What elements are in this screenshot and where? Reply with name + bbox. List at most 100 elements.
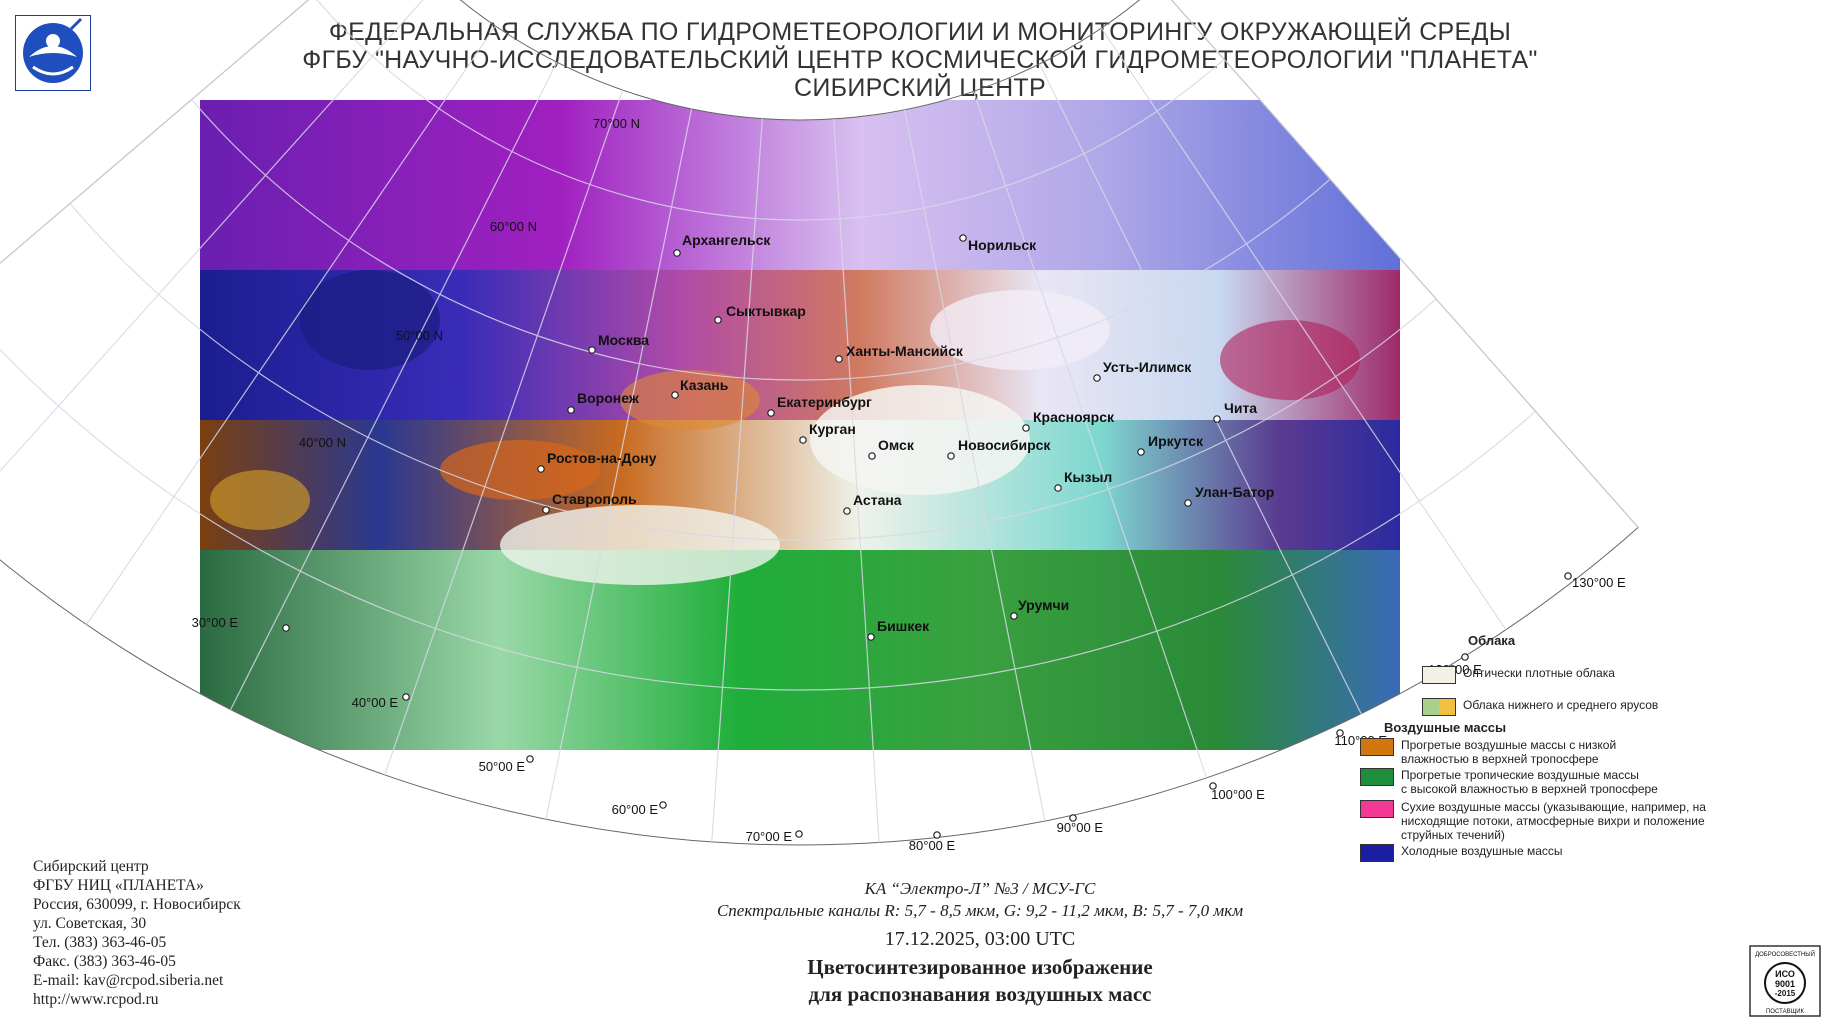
parallel-label: 50°00 N [396,328,443,343]
meridian-label: 130°00 E [1572,575,1626,590]
city-label: Казань [680,377,729,393]
city-label: Улан-Батор [1195,484,1274,500]
header-agency: ФЕДЕРАЛЬНАЯ СЛУЖБА ПО ГИДРОМЕТЕОРОЛОГИИ … [328,18,1512,46]
parallel-label: 40°00 N [299,435,346,450]
city-label: Ростов-на-Дону [547,450,657,466]
city-label: Екатеринбург [777,394,872,410]
city-label: Кызыл [1064,469,1112,485]
city-marker [959,234,967,242]
parallel-line [69,203,1437,541]
city-marker [1054,484,1062,492]
meridian-tick-marker [933,831,941,839]
legend-item-air-mass: Холодные воздушные массы [1360,844,1563,862]
caption-title-line2: для распознавания воздушных масс [808,982,1152,1006]
city-marker [1137,448,1145,456]
legend-label-air-mass: Прогретые воздушные массы с низкой влажно… [1401,738,1617,766]
city-marker [867,633,875,641]
parallel-line [191,99,1331,381]
contacts-address: Россия, 630099, г. Новосибирск [33,896,241,913]
city-label: Астана [853,492,902,508]
legend-swatch-air-mass [1360,800,1394,818]
meridian-line [230,61,558,710]
city-label: Сыктывкар [726,303,806,319]
contacts-email[interactable]: E-mail: kav@rcpod.siberia.net [33,972,224,989]
city-label: Курган [809,421,856,437]
legend-item-air-mass: Прогретые тропичеcкие воздушные массы с в… [1360,768,1658,796]
city-marker [1184,499,1192,507]
meridian-label: 70°00 E [746,829,793,844]
contacts-fax: Факс. (383) 363-46-05 [33,953,176,970]
meridian-line [903,109,1046,822]
caption-datetime: 17.12.2025, 03:00 UTC [884,928,1076,950]
legend-swatch-low-mid-clouds [1422,698,1456,716]
meridian-line [384,89,624,776]
meridian-tick-marker [659,801,667,809]
meridian-label: 100°00 E [1211,787,1265,802]
meridian-line [1039,63,1362,714]
legend-label-dense-clouds: Оптически плотные облака [1463,666,1615,680]
meridian-line [833,118,880,843]
city-marker [537,465,545,473]
graticule [0,0,1639,843]
contacts-street: ул. Советская, 30 [33,915,147,932]
city-marker [714,316,722,324]
city-marker [1022,424,1030,432]
legend-swatch-air-mass [1360,844,1394,862]
meridian-tick-marker [526,755,534,763]
city-label: Москва [598,332,649,348]
legend-swatch-part-a [1423,699,1439,715]
caption-title-line1: Цветосинтезированное изображение [807,955,1153,979]
contacts-website[interactable]: http://www.rcpod.ru [33,991,159,1008]
legend-swatch-air-mass [1360,768,1394,786]
meridian-line [86,25,496,625]
meridian-label: 40°00 E [352,695,399,710]
legend-item-dense-clouds: Оптически плотные облака [1422,666,1615,684]
header-institute: ФГБУ "НАУЧНО-ИССЛЕДОВАТЕЛЬСКИЙ ЦЕНТР КОС… [302,46,1538,74]
city-marker [673,249,681,257]
city-label: Воронеж [577,390,640,406]
city-marker [588,346,596,354]
meridian-label: 30°00 E [192,615,239,630]
city-marker [671,391,679,399]
legend-label-air-mass: Прогретые тропичеcкие воздушные массы с в… [1401,768,1658,796]
meridian-label: 60°00 E [612,802,659,817]
city-marker [835,355,843,363]
meridian-tick-marker [1069,814,1077,822]
meridian-label: 90°00 E [1057,820,1104,835]
legend-swatch-part-b [1439,699,1455,715]
legend-item-air-mass: Прогретые воздушные массы с низкой влажно… [1360,738,1616,766]
legend-label-low-mid-clouds: Облака нижнего и среднего ярусов [1463,698,1659,712]
map-imagery [200,100,1400,750]
legend-air-title: Воздушные массы [1384,720,1507,735]
city-marker [1213,415,1221,423]
meridian-tick-marker [282,624,290,632]
caption-satellite: КА “Электро-Л” №3 / МСУ-ГС [864,879,1096,898]
meridian-line [1170,0,1639,528]
header-center: СИБИРСКИЙ ЦЕНТР [794,74,1046,102]
meridian-tick-marker [402,693,410,701]
contacts-center: Сибирский центр [33,858,149,875]
iso-badge-top-text: ДОБРОСОВЕСТНЫЙ [1755,950,1815,958]
city-marker [542,506,550,514]
city-label: Урумчи [1018,597,1069,613]
meridian-label: 50°00 E [479,759,526,774]
city-label: Омск [878,437,915,453]
meridian-line [711,118,763,842]
city-marker [567,406,575,414]
city-label: Иркутск [1148,433,1204,449]
meridian-line [545,108,693,820]
city-marker [767,409,775,417]
legend-item-air-mass: Сухие воздушные массы (указывающие, напр… [1360,800,1706,842]
iso-certification-badge: ДОБРОСОВЕСТНЫЙ ИСО 9001 -2015 ПОСТАВЩИК [1749,945,1821,1017]
meridian-tick-marker [795,830,803,838]
legend-clouds-title: Облака [1468,633,1516,648]
caption-channels: Спектральные каналы R: 5,7 - 8,5 мкм, G:… [716,901,1244,920]
legend-swatch-dense-clouds [1422,666,1456,684]
iso-badge-year: -2015 [1775,989,1796,998]
header: ФЕДЕРАЛЬНАЯ СЛУЖБА ПО ГИДРОМЕТЕОРОЛОГИИ … [0,18,1840,102]
contacts-phone: Тел. (383) 363-46-05 [33,934,167,951]
meridian-line [973,91,1208,779]
city-label: Новосибирск [958,437,1051,453]
city-label: Чита [1224,400,1257,416]
parallel-line [316,0,1225,221]
